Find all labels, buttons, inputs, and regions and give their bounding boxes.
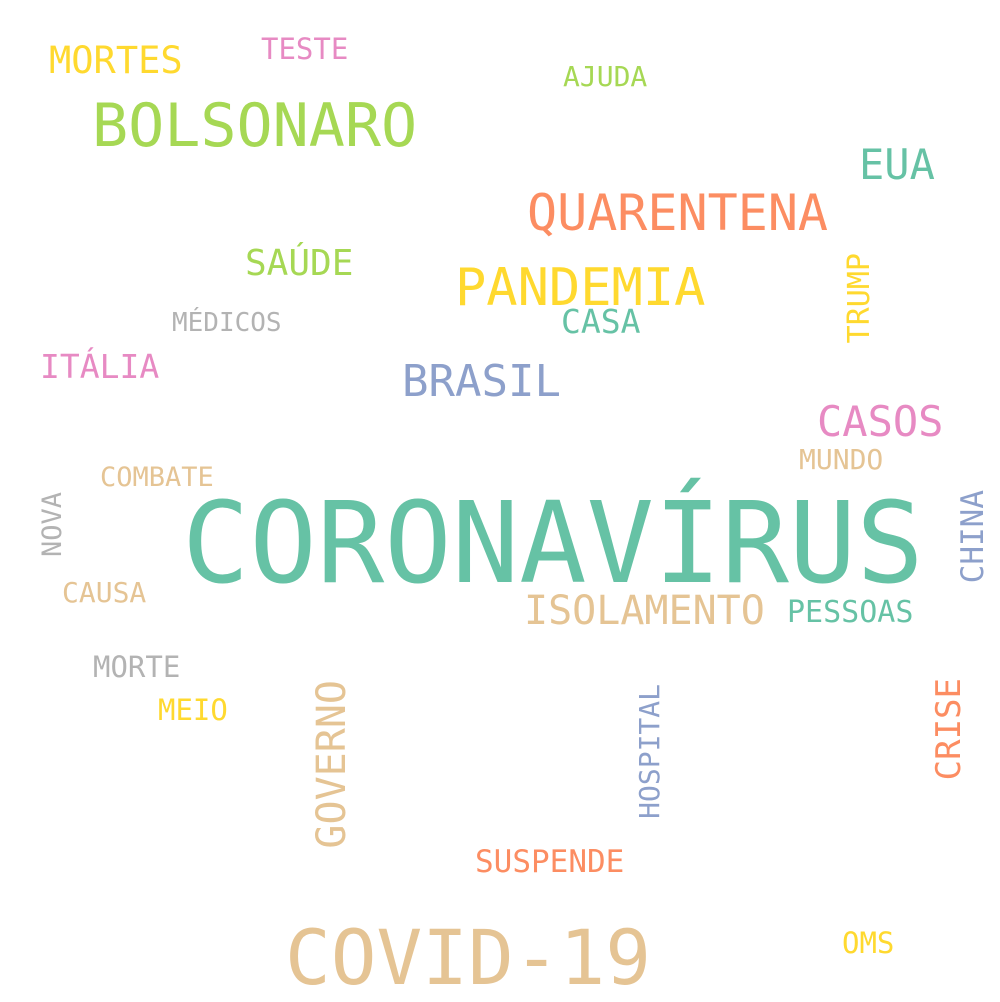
- word-crise: CRISE: [929, 678, 969, 781]
- word-brasil: BRASIL: [402, 356, 561, 407]
- word-china: CHINA: [955, 490, 991, 584]
- word-pandemia: PANDEMIA: [455, 258, 706, 318]
- word-governo: GOVERNO: [309, 680, 355, 849]
- word-medicos: MÉDICOS: [172, 308, 282, 338]
- word-casos: CASOS: [817, 397, 944, 446]
- word-covid: COVID-19: [285, 913, 652, 1002]
- word-suspende: SUSPENDE: [475, 844, 625, 880]
- word-morte: MORTE: [93, 650, 181, 684]
- word-ajuda: AJUDA: [563, 60, 648, 93]
- word-combate: COMBATE: [100, 462, 214, 493]
- word-italia: ITÁLIA: [40, 347, 160, 386]
- word-meio: MEIO: [158, 693, 228, 727]
- word-hospital: HOSPITAL: [633, 684, 666, 819]
- word-trump: TRUMP: [842, 253, 877, 344]
- word-teste: TESTE: [261, 32, 349, 66]
- word-eua: EUA: [859, 140, 935, 189]
- word-casa: CASA: [561, 302, 641, 341]
- word-oms: OMS: [842, 926, 895, 960]
- word-bolsonaro: BOLSONARO: [92, 91, 418, 161]
- word-coronavirus: CORONAVÍRUS: [182, 479, 924, 609]
- word-saude: SAÚDE: [245, 243, 354, 284]
- word-pessoas: PESSOAS: [787, 595, 914, 630]
- word-nova: NOVA: [37, 492, 68, 558]
- word-causa: CAUSA: [62, 576, 147, 609]
- word-quarentena: QUARENTENA: [527, 184, 829, 242]
- word-mortes: MORTES: [49, 39, 183, 82]
- word-mundo: MUNDO: [799, 443, 884, 476]
- word-isolamento: ISOLAMENTO: [524, 588, 765, 634]
